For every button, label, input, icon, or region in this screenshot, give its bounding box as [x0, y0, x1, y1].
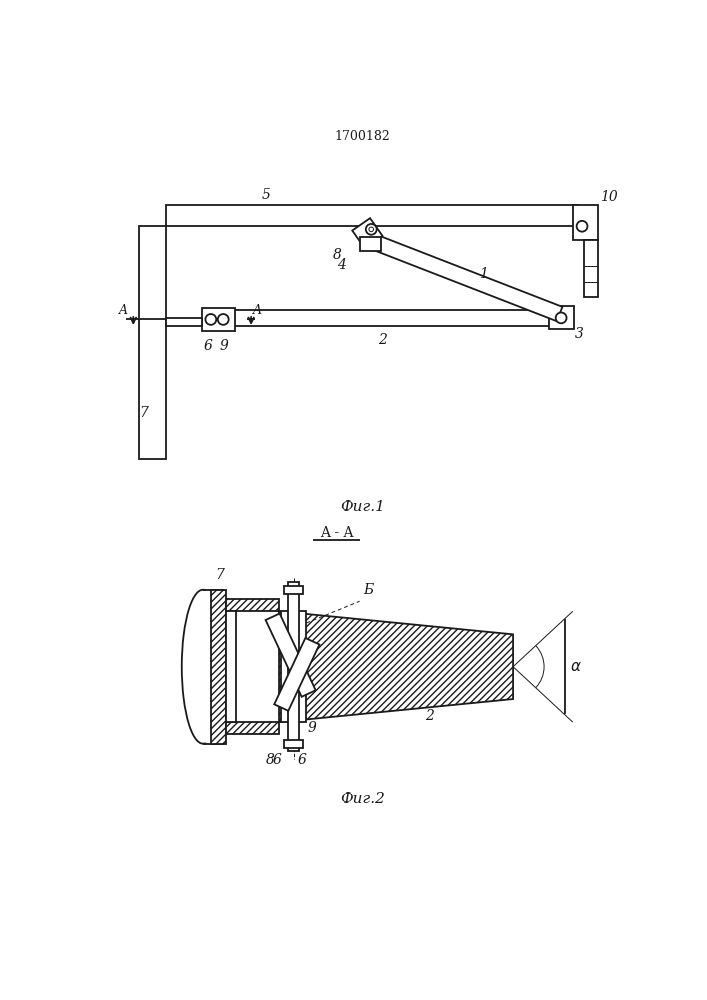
- Circle shape: [206, 314, 216, 325]
- Text: 6: 6: [298, 753, 307, 767]
- Text: 6: 6: [272, 753, 281, 767]
- Text: 2: 2: [425, 709, 434, 723]
- Bar: [166, 318, 202, 326]
- Polygon shape: [279, 611, 513, 722]
- Text: 9: 9: [220, 339, 228, 353]
- Circle shape: [369, 227, 373, 232]
- Polygon shape: [368, 234, 562, 321]
- Bar: [360, 237, 381, 251]
- Bar: [284, 586, 303, 594]
- Bar: [585, 240, 598, 297]
- Polygon shape: [266, 614, 316, 697]
- Text: 8: 8: [333, 248, 341, 262]
- Text: 2: 2: [378, 333, 387, 347]
- Text: 1700182: 1700182: [335, 130, 390, 143]
- Text: $\alpha$: $\alpha$: [571, 659, 583, 674]
- Bar: [166, 205, 577, 226]
- Text: 5: 5: [262, 188, 271, 202]
- Circle shape: [577, 221, 588, 232]
- Text: 9: 9: [308, 721, 317, 735]
- Bar: [281, 611, 306, 722]
- Text: 6: 6: [204, 339, 213, 353]
- Bar: [226, 611, 235, 722]
- Bar: [284, 740, 303, 748]
- Bar: [226, 722, 279, 734]
- Text: A: A: [119, 304, 128, 317]
- Text: 4: 4: [337, 258, 346, 272]
- Text: Фиг.1: Фиг.1: [340, 500, 385, 514]
- Bar: [211, 590, 226, 744]
- Text: 7: 7: [216, 568, 225, 582]
- Text: Б: Б: [363, 583, 374, 597]
- Bar: [139, 226, 166, 459]
- Text: 8: 8: [266, 753, 275, 767]
- Text: A - A: A - A: [320, 526, 353, 540]
- Circle shape: [218, 314, 228, 325]
- Text: 7: 7: [140, 406, 148, 420]
- Circle shape: [366, 224, 377, 235]
- Bar: [212, 310, 561, 326]
- Polygon shape: [274, 638, 320, 711]
- Polygon shape: [352, 218, 382, 248]
- Text: 10: 10: [600, 190, 618, 204]
- Bar: [549, 306, 573, 329]
- Text: A: A: [253, 304, 262, 317]
- Bar: [288, 582, 299, 751]
- Text: 3: 3: [575, 327, 584, 341]
- Text: 1: 1: [479, 267, 488, 281]
- Bar: [573, 205, 597, 240]
- Circle shape: [556, 312, 566, 323]
- Bar: [202, 308, 235, 331]
- Bar: [226, 599, 279, 611]
- Text: Фиг.2: Фиг.2: [340, 792, 385, 806]
